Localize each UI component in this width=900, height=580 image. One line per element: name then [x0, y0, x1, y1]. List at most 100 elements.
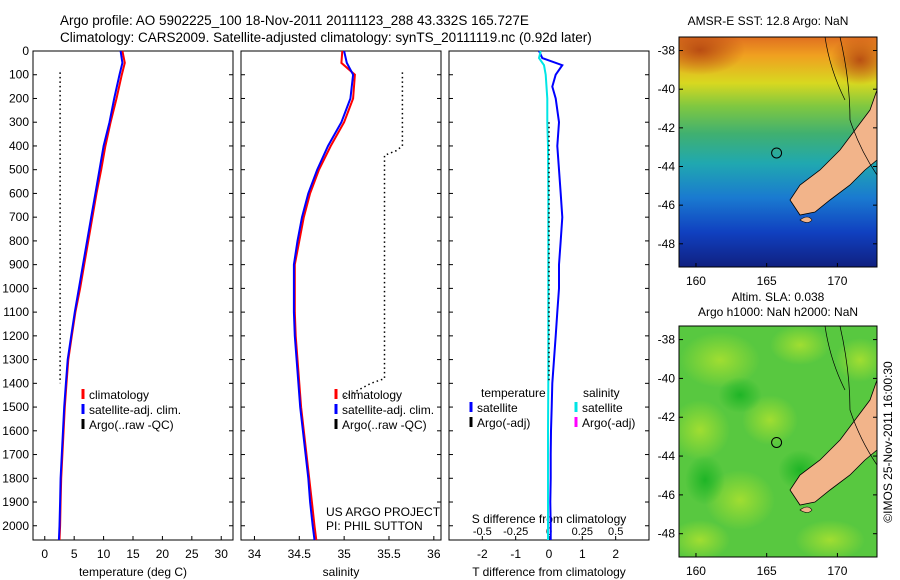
x-tick-label: 30 — [215, 547, 229, 561]
series-line — [538, 50, 564, 540]
depth-tick-label: 1900 — [2, 495, 29, 509]
x-tick-label: 34.5 — [288, 547, 312, 561]
depth-tick-label: 100 — [9, 68, 29, 82]
depth-tick-label: 0 — [22, 44, 29, 58]
depth-tick-label: 1500 — [2, 400, 29, 414]
x-tick-label: 0 — [546, 547, 553, 561]
lon-tick-label: 160 — [686, 564, 706, 578]
lat-tick-label: -42 — [658, 121, 676, 135]
x-tick-label: 5 — [71, 547, 78, 561]
x-tick-label: 1 — [579, 547, 586, 561]
sla-map: -38 -40 -42 -44 -46 -48 160 165 170 — [658, 325, 878, 578]
sst-isobath — [824, 37, 877, 176]
sst-warm-patch — [679, 37, 745, 75]
panel-frame — [32, 50, 234, 541]
lon-tick-label: 170 — [827, 564, 847, 578]
lat-tick-label: -42 — [658, 410, 676, 424]
depth-tick-label: 1800 — [2, 471, 29, 485]
legend-label: climatology — [89, 388, 149, 402]
depth-tick-label: 1200 — [2, 329, 29, 343]
imos-timestamp: ©IMOS 25-Nov-2011 16:00:30 — [881, 361, 895, 523]
lat-tick-label: -40 — [658, 82, 676, 96]
sla-low — [718, 377, 762, 413]
x-tick-label: 35 — [337, 547, 351, 561]
x-tick-top-label: 0.25 — [572, 526, 593, 538]
sla-low — [685, 455, 725, 505]
sla-axes: -38 -40 -42 -44 -46 -48 160 165 170 — [658, 333, 877, 578]
lon-tick-label: 170 — [827, 274, 847, 288]
sla-map-title-line1: Altim. SLA: 0.038 — [732, 290, 825, 304]
sst-island — [799, 216, 813, 223]
profile-panels: 0100200300400500600700800900100011001200… — [2, 44, 650, 579]
legend-title: temperature — [481, 386, 546, 400]
x-axis-label: temperature (deg C) — [79, 565, 187, 579]
sla-blob — [835, 338, 877, 382]
sst-map: -38 -40 -42 -44 -46 -48 160 165 170 — [658, 36, 878, 288]
series-line — [292, 50, 355, 541]
legend-label: Argo(..raw -QC) — [89, 418, 174, 432]
panel-frame — [240, 50, 442, 541]
profile-panel-2: 34 34.5 35 35.5 36 salinity climatologysatelli… — [240, 50, 442, 579]
legend-label: Argo(-adj) — [582, 416, 635, 430]
sla-frame — [678, 325, 878, 558]
legend-label: satellite-adj. clim. — [89, 403, 181, 417]
sla-island — [799, 506, 813, 513]
credit-annotation: PI: PHIL SUTTON — [326, 519, 423, 533]
x-tick-label: 0 — [41, 547, 48, 561]
x-tick-label: 36 — [427, 547, 441, 561]
depth-tick-label: 900 — [9, 258, 29, 272]
x-axis-label: T difference from climatology — [472, 565, 626, 579]
series-line — [57, 50, 124, 541]
legend-label: Argo(..raw -QC) — [342, 418, 427, 432]
lat-tick-label: -44 — [658, 159, 676, 173]
depth-tick-label: 400 — [9, 139, 29, 153]
depth-tick-label: 2000 — [2, 519, 29, 533]
x-tick-label: 2 — [612, 547, 619, 561]
sst-argo-marker — [771, 147, 783, 159]
sst-land — [789, 89, 877, 216]
x-tick-label: -2 — [477, 547, 488, 561]
lat-tick-label: -48 — [658, 527, 676, 541]
lon-tick-label: 165 — [757, 564, 777, 578]
sla-argo-marker — [771, 436, 783, 448]
sla-blob — [679, 400, 730, 460]
lat-tick-label: -40 — [658, 371, 676, 385]
depth-tick-label: 1600 — [2, 424, 29, 438]
sla-blob — [795, 520, 865, 557]
sla-isobath — [824, 326, 877, 466]
legend-title: salinity — [583, 386, 620, 400]
profile-panel-1: 0100200300400500600700800900100011001200… — [2, 44, 234, 579]
x-tick-top-label: -0.5 — [473, 526, 492, 538]
depth-tick-label: 600 — [9, 186, 29, 200]
x-tick-label: 34 — [248, 547, 262, 561]
x-tick-label: 20 — [156, 547, 170, 561]
depth-tick-label: 1100 — [3, 305, 29, 319]
depth-tick-label: 1400 — [2, 376, 29, 390]
depth-tick-label: 800 — [9, 234, 29, 248]
legend-label: climatology — [342, 388, 402, 402]
sla-blob — [742, 395, 798, 445]
profile-title: Argo profile: AO 5902225_100 18-Nov-2011… — [60, 13, 529, 28]
depth-tick-label: 1000 — [2, 281, 29, 295]
legend-label: satellite-adj. clim. — [342, 403, 434, 417]
sst-map-title: AMSR-E SST: 12.8 Argo: NaN — [688, 14, 849, 28]
legend-label: satellite — [582, 401, 623, 415]
sla-blob — [770, 326, 830, 365]
lat-tick-label: -38 — [658, 44, 676, 58]
x-tick-label: -1 — [510, 547, 521, 561]
x-tick-top-label: -0.25 — [503, 526, 528, 538]
depth-tick-label: 1300 — [2, 353, 29, 367]
legend-label: Argo(-adj) — [477, 416, 530, 430]
sla-land — [789, 379, 877, 506]
depth-tick-label: 1700 — [2, 448, 29, 462]
sst-axes: -38 -40 -42 -44 -46 -48 160 165 170 — [658, 44, 877, 288]
lat-tick-label: -48 — [658, 237, 676, 251]
legend-label: satellite — [477, 401, 518, 415]
sla-map-title-line2: Argo h1000: NaN h2000: NaN — [698, 305, 858, 319]
profile-panel-3: -2 -1 0 1 2-0.5 -0.25 0 0.25 0.5S difference fro… — [448, 50, 650, 579]
sla-blob — [679, 520, 730, 557]
lon-tick-label: 160 — [686, 274, 706, 288]
lat-tick-label: -44 — [658, 449, 676, 463]
x-tick-label: 15 — [126, 547, 140, 561]
